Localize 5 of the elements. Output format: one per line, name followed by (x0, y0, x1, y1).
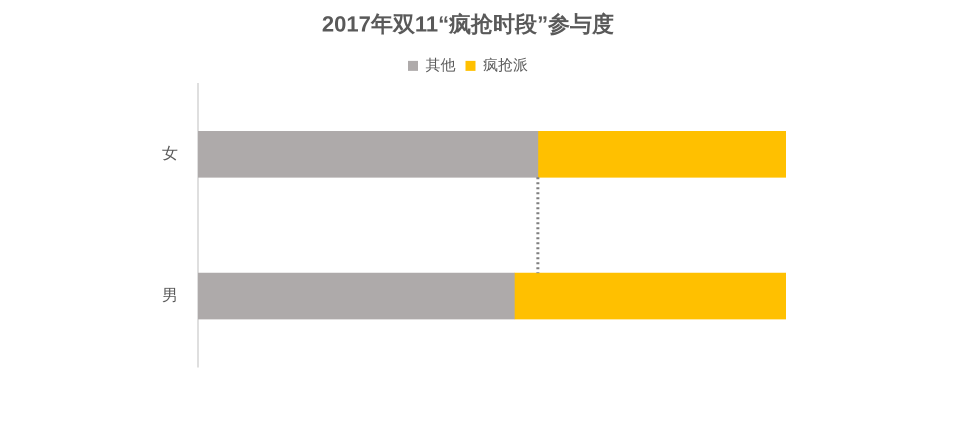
legend-label: 其他 (426, 57, 456, 74)
y-tick-label: 女 (162, 146, 178, 163)
y-tick-label: 男 (162, 288, 178, 305)
chart-title: 2017年双11“疯抢时段”参与度 (322, 11, 614, 36)
legend-label: 疯抢派 (483, 57, 528, 74)
